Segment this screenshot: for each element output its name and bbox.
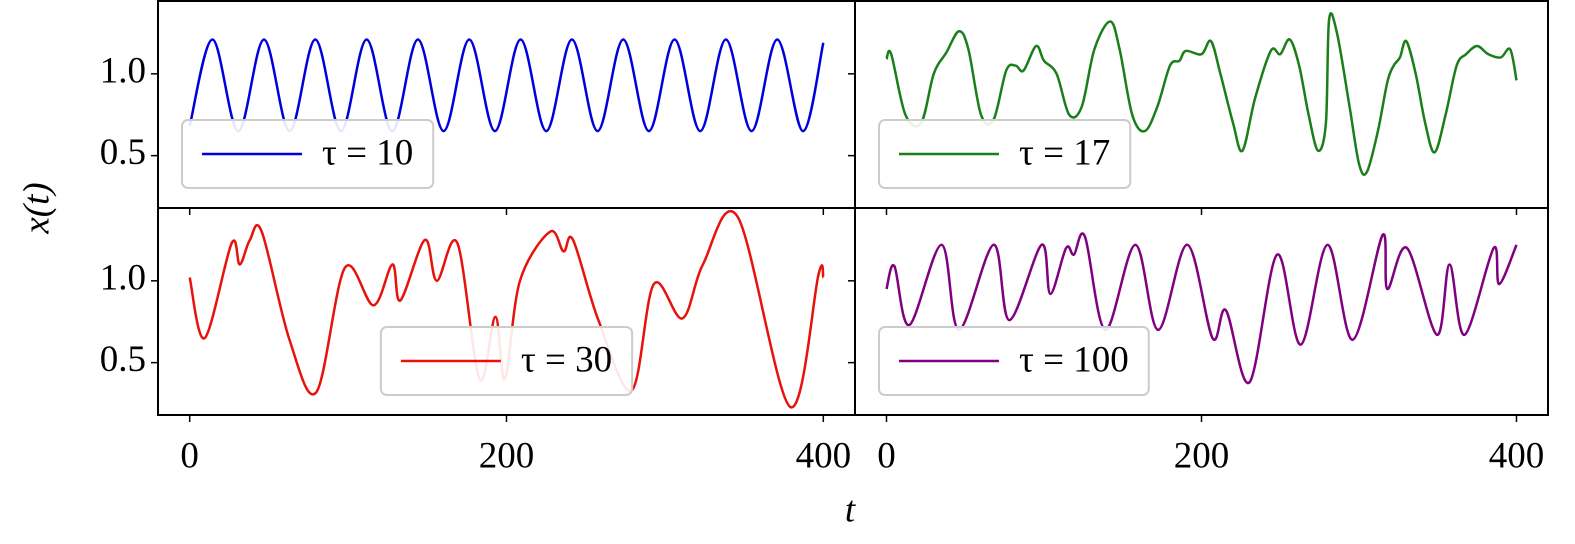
data-line — [885, 12, 1518, 176]
y-axis-label: x(t) — [16, 182, 57, 234]
y-tick-label: 1.0 — [100, 257, 146, 298]
y-tick-label: 1.0 — [100, 50, 146, 91]
x-tick-label: 200 — [479, 435, 535, 476]
plot-area — [885, 232, 1518, 384]
x-tick-label: 200 — [1174, 435, 1230, 476]
y-tick-label: 0.5 — [100, 132, 146, 173]
legend-box — [181, 119, 435, 189]
legend-label: τ = 100 — [1019, 339, 1129, 380]
data-line — [885, 232, 1518, 384]
legend: τ = 10 — [181, 119, 435, 189]
panel-frame — [854, 207, 1549, 416]
x-axis-label: t — [845, 489, 857, 530]
plot-area — [188, 38, 825, 133]
legend-box — [878, 119, 1132, 189]
legend-label: τ = 30 — [521, 339, 612, 380]
legend: τ = 30 — [379, 326, 634, 396]
legend: τ = 17 — [878, 119, 1132, 189]
y-tick-label: 0.5 — [100, 339, 146, 380]
x-tick-label: 400 — [1489, 435, 1545, 476]
data-line — [188, 38, 825, 133]
plot-area — [885, 12, 1518, 176]
x-tick-label: 0 — [180, 435, 199, 476]
x-tick-label: 0 — [877, 435, 896, 476]
legend-label: τ = 10 — [322, 132, 413, 173]
legend-label: τ = 17 — [1019, 132, 1110, 173]
legend-box — [878, 326, 1150, 396]
legend-box — [379, 326, 634, 396]
legend: τ = 100 — [878, 326, 1150, 396]
x-tick-label: 400 — [796, 435, 852, 476]
